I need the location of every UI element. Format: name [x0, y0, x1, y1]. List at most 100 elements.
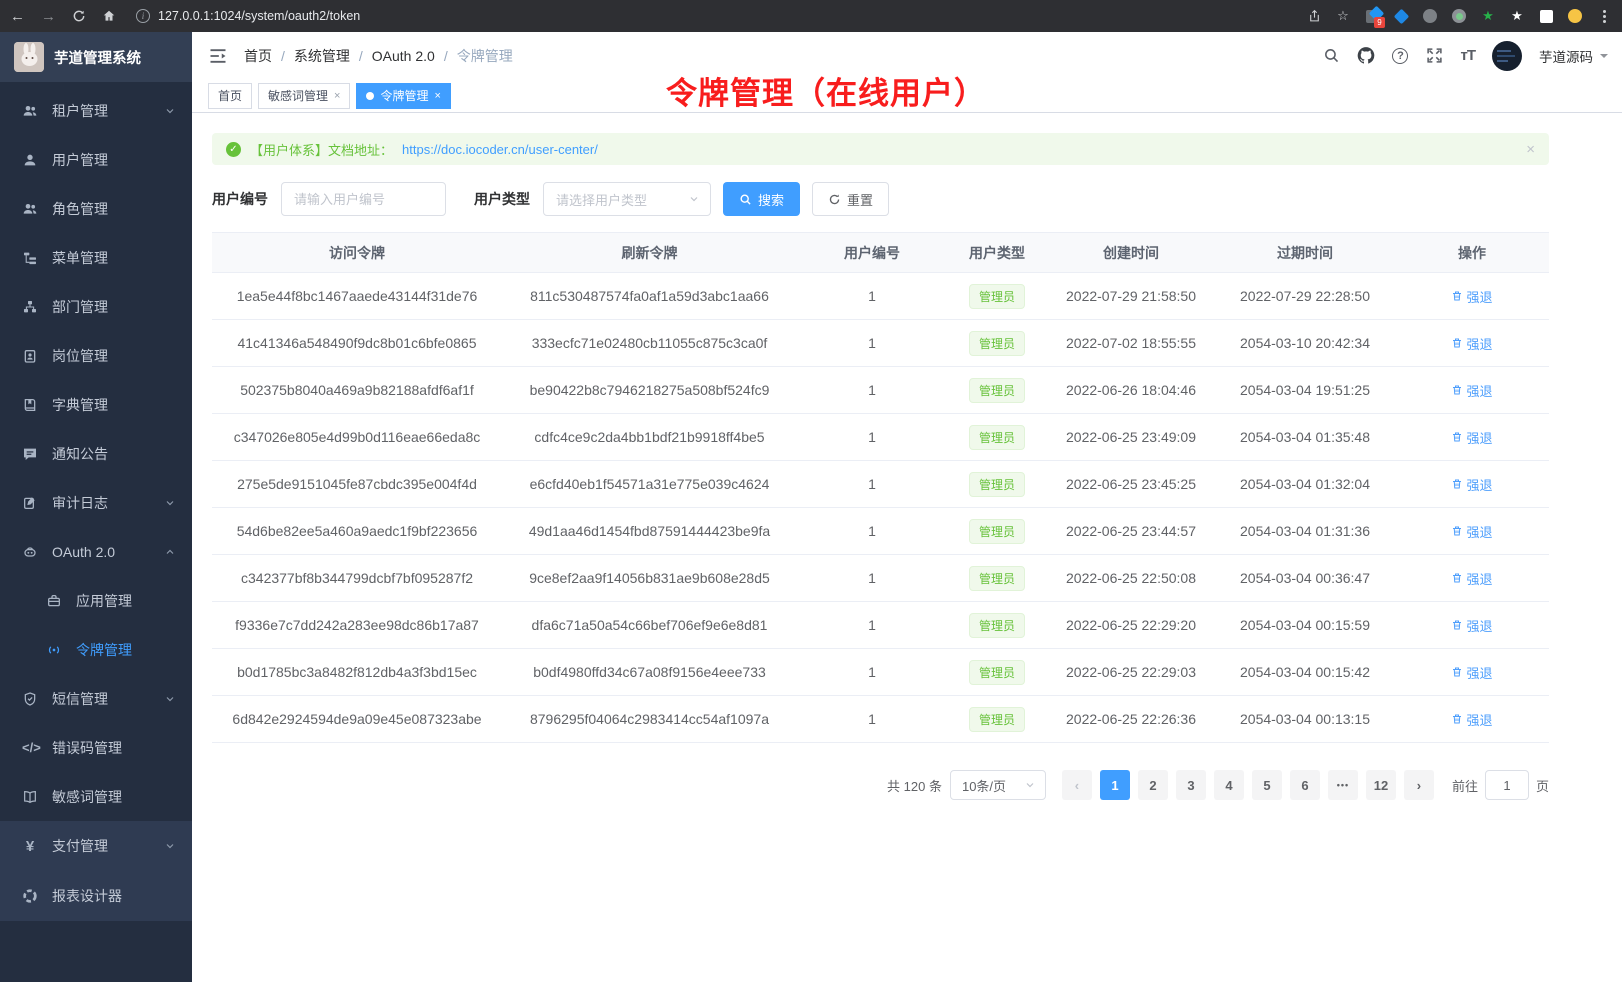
sidebar-item-post[interactable]: 岗位管理	[0, 331, 192, 380]
prev-page-button[interactable]: ‹	[1061, 770, 1092, 800]
sidebar-item-sensitive[interactable]: 敏感词管理	[0, 772, 192, 821]
table-row: 275e5de9151045fe87cbdc395e004f4d e6cfd40…	[212, 460, 1549, 508]
tab-sensitive[interactable]: 敏感词管理 ×	[258, 82, 351, 109]
font-size-icon[interactable]: тT	[1460, 47, 1475, 64]
share-icon[interactable]	[1306, 8, 1322, 24]
chevron-down-icon	[166, 844, 174, 849]
address-bar[interactable]: i 127.0.0.1:1024/system/oauth2/token	[130, 9, 1292, 23]
force-logout-button[interactable]: 强退	[1451, 569, 1493, 588]
sidebar-item-user[interactable]: 用户管理	[0, 135, 192, 184]
force-logout-button[interactable]: 强退	[1451, 475, 1493, 494]
sidebar-item-report[interactable]: 报表设计器	[0, 871, 192, 921]
more-pages-button[interactable]: •••	[1327, 770, 1358, 800]
table-row: 6d842e2924594de9a09e45e087323abe 8796295…	[212, 695, 1549, 743]
page-button-3[interactable]: 3	[1175, 770, 1206, 800]
page-size-select[interactable]: 10条/页	[949, 770, 1046, 800]
goto-page-input[interactable]	[1484, 770, 1529, 800]
access-token-cell: c347026e805e4d99b0d116eae66eda8c	[212, 413, 502, 461]
page-button-2[interactable]: 2	[1137, 770, 1168, 800]
browser-menu-icon[interactable]	[1596, 8, 1612, 24]
sidebar-item-sms[interactable]: 短信管理	[0, 674, 192, 723]
sidebar-item-tenant[interactable]: 租户管理	[0, 86, 192, 135]
force-logout-button[interactable]: 强退	[1451, 381, 1493, 400]
table-row: c347026e805e4d99b0d116eae66eda8c cdfc4ce…	[212, 413, 1549, 461]
sidebar-item-role[interactable]: 角色管理	[0, 184, 192, 233]
user-type-tag: 管理员	[968, 330, 1025, 356]
user-type-tag: 管理员	[968, 706, 1025, 732]
sidebar-item-dept[interactable]: 部门管理	[0, 282, 192, 331]
back-icon[interactable]: ←	[10, 7, 25, 25]
site-info-icon[interactable]: i	[136, 9, 150, 23]
force-logout-button[interactable]: 强退	[1451, 616, 1493, 635]
force-logout-button[interactable]: 强退	[1451, 287, 1493, 306]
expires-cell: 2054-03-04 01:35:48	[1215, 413, 1395, 461]
sidebar-item-audit[interactable]: 审计日志	[0, 478, 192, 527]
page-button-1[interactable]: 1	[1099, 770, 1130, 800]
breadcrumb-oauth[interactable]: OAuth 2.0	[371, 47, 435, 64]
white-extension-icon[interactable]: ★	[1511, 8, 1523, 23]
logo-avatar	[14, 42, 44, 72]
force-logout-button[interactable]: 强退	[1451, 663, 1493, 682]
sidebar-item-menu[interactable]: 菜单管理	[0, 233, 192, 282]
profile-emoji-icon[interactable]	[1567, 8, 1583, 24]
page-button-5[interactable]: 5	[1251, 770, 1282, 800]
badge-icon	[24, 349, 36, 363]
green-star-extension-icon[interactable]: ★	[1482, 8, 1494, 23]
chevron-down-icon	[690, 197, 698, 202]
user-id-cell: 1	[797, 648, 947, 696]
breadcrumb-home[interactable]: 首页	[244, 47, 272, 64]
sidebar-item-pay[interactable]: ¥ 支付管理	[0, 821, 192, 871]
extension-icon[interactable]: 9	[1364, 5, 1385, 28]
breadcrumb-system[interactable]: 系统管理	[293, 47, 350, 64]
alert-doc-link[interactable]: https://doc.iocoder.cn/user-center/	[402, 141, 598, 157]
gray-extension-icon[interactable]	[1422, 8, 1438, 24]
page-button-12[interactable]: 12	[1365, 770, 1396, 800]
close-icon[interactable]: ×	[334, 89, 341, 102]
home-icon[interactable]	[102, 9, 116, 23]
created-cell: 2022-07-02 18:55:55	[1047, 319, 1215, 367]
forward-icon[interactable]: →	[41, 7, 56, 25]
search-icon[interactable]	[1322, 47, 1340, 65]
user-type-select[interactable]: 请选择用户类型	[543, 182, 711, 216]
bookmark-star-icon[interactable]: ☆	[1337, 8, 1349, 23]
force-logout-button[interactable]: 强退	[1451, 428, 1493, 447]
expires-cell: 2054-03-04 01:31:36	[1215, 507, 1395, 555]
sidebar-item-oauth-token[interactable]: 令牌管理	[0, 625, 192, 674]
shield-icon	[24, 691, 36, 706]
page-button-4[interactable]: 4	[1213, 770, 1244, 800]
access-token-cell: 41c41346a548490f9dc8b01c6bfe0865	[212, 319, 502, 367]
close-icon[interactable]: ×	[434, 89, 441, 102]
tab-home[interactable]: 首页	[208, 82, 253, 109]
collapse-sidebar-icon[interactable]	[208, 46, 228, 66]
force-logout-button[interactable]: 强退	[1451, 710, 1493, 729]
refresh-icon	[829, 194, 840, 204]
next-page-button[interactable]: ›	[1403, 770, 1434, 800]
sidebar-item-errcode[interactable]: </> 错误码管理	[22, 739, 122, 756]
record-extension-icon[interactable]	[1451, 8, 1467, 24]
refresh-token-cell: 333ecfc71e02480cb11055c875c3ca0f	[502, 319, 797, 367]
tab-token[interactable]: 令牌管理 ×	[356, 82, 451, 109]
alert-close-icon[interactable]: ×	[1526, 140, 1535, 158]
gem-extension-icon[interactable]	[1393, 8, 1409, 24]
sidebar-toggle-icon[interactable]	[1538, 8, 1554, 24]
sidebar-item-notice[interactable]: 通知公告	[0, 429, 192, 478]
fullscreen-icon[interactable]	[1425, 47, 1443, 65]
force-logout-button[interactable]: 强退	[1451, 334, 1493, 353]
user-id-input[interactable]	[281, 182, 446, 216]
sidebar-item-dict[interactable]: 字典管理	[0, 380, 192, 429]
access-token-cell: 6d842e2924594de9a09e45e087323abe	[212, 695, 502, 743]
page-button-6[interactable]: 6	[1289, 770, 1320, 800]
reset-button[interactable]: 重置	[812, 182, 890, 216]
help-icon[interactable]: ?	[1392, 47, 1409, 64]
sidebar-item-oauth-app[interactable]: 应用管理	[0, 576, 192, 625]
force-logout-button[interactable]: 强退	[1451, 522, 1493, 541]
user-type-tag: 管理员	[968, 471, 1025, 497]
user-menu[interactable]: 芋道源码	[1539, 46, 1608, 66]
search-button[interactable]: 搜索	[723, 182, 801, 216]
user-id-cell: 1	[797, 601, 947, 649]
sidebar-item-oauth[interactable]: OAuth 2.0	[0, 527, 192, 576]
reload-icon[interactable]	[72, 9, 86, 23]
github-icon[interactable]	[1357, 47, 1375, 65]
avatar[interactable]	[1492, 40, 1522, 71]
expires-cell: 2054-03-04 19:51:25	[1215, 366, 1395, 414]
